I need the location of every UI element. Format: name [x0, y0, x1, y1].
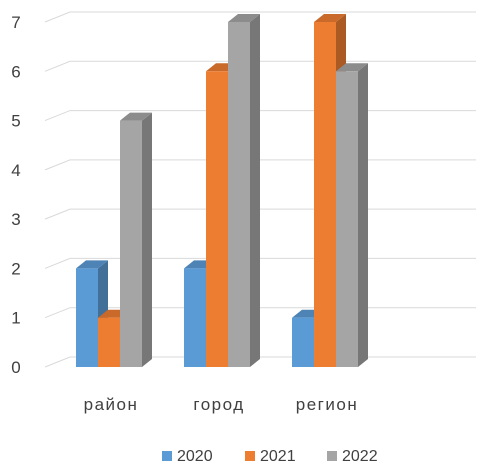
y-tick-label: 5 [11, 112, 20, 131]
gridline [44, 257, 476, 269]
bar-front [76, 268, 98, 367]
gridline [44, 60, 476, 72]
bar-top [120, 112, 152, 121]
bar-front [120, 120, 142, 367]
bar-front [228, 22, 250, 367]
legend-label: 2022 [342, 448, 378, 465]
bar-front [206, 71, 228, 368]
x-category-label: регион [296, 395, 358, 414]
legend-entry: 2020 [162, 448, 213, 465]
x-axis-categories: район город регион [84, 395, 358, 414]
bar-top [336, 63, 368, 72]
gridlines [44, 11, 476, 368]
legend: 2020 2021 2022 [162, 448, 378, 465]
legend-swatch [162, 451, 172, 461]
y-tick-label: 6 [11, 62, 20, 81]
bar-top [228, 14, 260, 22]
bar [120, 112, 152, 367]
bar-front [336, 71, 358, 368]
y-tick-label: 0 [11, 358, 20, 377]
bars [76, 14, 368, 368]
legend-label: 2021 [260, 448, 296, 465]
bar-side [250, 14, 260, 367]
y-axis-ticks: 0 1 2 3 4 5 6 7 [11, 13, 20, 377]
bar-side [142, 112, 152, 367]
gridline [44, 11, 476, 23]
bar-side [358, 63, 368, 368]
legend-entry: 2022 [327, 448, 378, 465]
y-tick-label: 1 [11, 309, 20, 328]
gridline [44, 159, 476, 171]
legend-swatch [245, 451, 255, 461]
bar-top [76, 260, 108, 269]
gridline [44, 208, 476, 220]
bar-front [184, 268, 206, 367]
bar-top [314, 14, 346, 22]
legend-swatch [327, 451, 337, 461]
bar [76, 260, 108, 367]
y-tick-label: 7 [11, 13, 20, 32]
y-tick-label: 4 [11, 161, 20, 180]
y-tick-label: 2 [11, 259, 20, 278]
bar-front [314, 22, 336, 367]
x-category-label: город [193, 395, 244, 414]
bar [336, 63, 368, 368]
bar [228, 14, 260, 367]
legend-entry: 2021 [245, 448, 296, 465]
y-tick-label: 3 [11, 210, 20, 229]
x-category-label: район [84, 395, 139, 414]
bar-front [98, 317, 120, 367]
bar-front [292, 317, 314, 367]
legend-label: 2020 [177, 448, 213, 465]
gridline [44, 110, 476, 122]
